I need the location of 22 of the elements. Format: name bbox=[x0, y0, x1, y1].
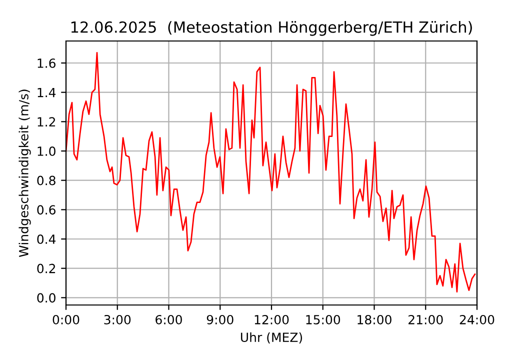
y-tick-label: 1.4 bbox=[38, 88, 56, 98]
y-tick-label: 1.2 bbox=[38, 117, 56, 126]
x-tick-label: 3:00 bbox=[104, 314, 131, 324]
y-tick-label: 1.0 bbox=[38, 146, 56, 156]
x-tick-label: 0:00 bbox=[52, 314, 80, 324]
x-tick-label: 18:00 bbox=[358, 314, 392, 324]
x-tick-label: 15:00 bbox=[306, 314, 340, 324]
y-tick-label: 1.6 bbox=[38, 58, 56, 68]
x-tick-label: 21:00 bbox=[408, 314, 443, 324]
y-tick-label: 0.0 bbox=[37, 293, 56, 303]
x-tick-label: 6:00 bbox=[156, 314, 182, 324]
x-axis-title: Uhr (MEZ) bbox=[240, 332, 302, 344]
y-tick-label: 0.2 bbox=[37, 264, 56, 274]
line-series bbox=[66, 52, 476, 292]
x-tick-label: 24:00 bbox=[460, 314, 494, 324]
y-tick-label: 0.6 bbox=[37, 205, 56, 215]
x-tick-label: 9:00 bbox=[206, 314, 234, 324]
y-axis-title: Windgeschwindigkeit (m/s) bbox=[18, 90, 31, 257]
y-tick-label: 0.4 bbox=[37, 234, 56, 244]
y-tick-label: 0.8 bbox=[37, 176, 56, 186]
x-tick-label: 12:00 bbox=[254, 314, 289, 324]
chart-title: 12.06.2025 (Meteostation Hönggerberg/ETH Zürich) bbox=[71, 21, 472, 36]
